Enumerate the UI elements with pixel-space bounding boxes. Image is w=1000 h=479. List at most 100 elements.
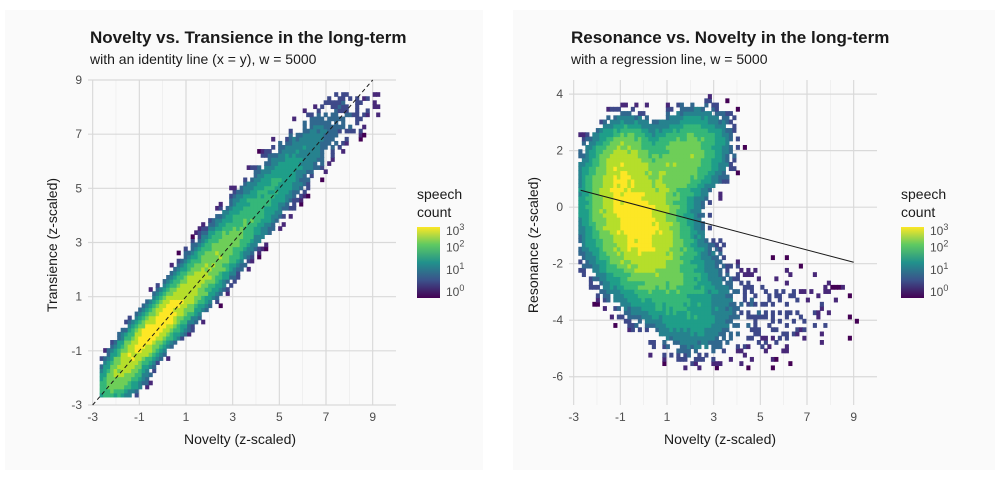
heat-tile bbox=[728, 132, 733, 138]
heat-tile bbox=[274, 165, 279, 170]
heat-tile bbox=[679, 314, 684, 320]
heat-tile bbox=[620, 242, 625, 248]
heat-tile bbox=[208, 287, 213, 292]
heat-tile bbox=[592, 259, 597, 265]
heat-tile bbox=[805, 297, 810, 303]
heat-tile bbox=[616, 229, 621, 235]
heat-tile bbox=[627, 263, 632, 269]
heat-tile bbox=[714, 280, 719, 286]
heat-tile bbox=[187, 327, 192, 333]
heat-tile bbox=[648, 352, 653, 358]
heat-tile bbox=[585, 242, 590, 248]
heat-tile bbox=[581, 246, 586, 252]
heat-tile bbox=[697, 183, 702, 188]
heat-tile bbox=[173, 331, 178, 337]
heat-tile bbox=[609, 166, 614, 172]
heat-tile bbox=[658, 187, 663, 193]
heat-tile bbox=[306, 112, 311, 118]
heat-tile bbox=[637, 301, 642, 307]
legend-title-line2: count bbox=[417, 204, 451, 220]
heat-tile bbox=[665, 200, 670, 205]
heat-tile bbox=[700, 356, 705, 362]
heat-tile bbox=[651, 166, 656, 172]
heat-tile bbox=[613, 238, 618, 244]
heat-tile bbox=[278, 157, 283, 162]
heat-tile bbox=[281, 173, 286, 179]
heat-tile bbox=[257, 165, 262, 170]
heat-tile bbox=[749, 284, 754, 290]
heat-tile bbox=[679, 217, 684, 222]
heat-tile bbox=[309, 149, 314, 154]
heat-tile bbox=[190, 299, 195, 305]
heat-tile bbox=[232, 218, 237, 223]
heat-tile bbox=[176, 299, 181, 305]
heat-tile bbox=[218, 230, 223, 235]
heat-tile bbox=[634, 310, 639, 316]
heat-tile bbox=[288, 165, 293, 170]
heat-tile bbox=[714, 255, 719, 261]
heat-tile bbox=[641, 276, 646, 282]
heat-tile bbox=[658, 250, 663, 256]
heat-tile bbox=[278, 201, 283, 207]
heat-tile bbox=[679, 229, 684, 235]
heat-tile bbox=[728, 145, 733, 150]
heat-tile bbox=[288, 145, 293, 150]
heat-tile bbox=[690, 123, 695, 129]
heat-tile bbox=[225, 226, 230, 231]
heat-tile bbox=[630, 119, 635, 125]
heat-tile bbox=[648, 161, 653, 167]
heat-tile bbox=[700, 335, 705, 341]
heat-tile bbox=[155, 344, 160, 349]
heat-tile bbox=[585, 263, 590, 269]
heat-tile bbox=[229, 266, 234, 272]
heat-tile bbox=[623, 297, 628, 303]
heat-tile bbox=[784, 267, 789, 273]
heat-tile bbox=[637, 136, 642, 142]
heat-tile bbox=[721, 157, 726, 163]
heat-tile bbox=[299, 185, 304, 191]
heat-tile bbox=[578, 187, 583, 193]
heat-tile bbox=[812, 323, 817, 328]
heat-tile bbox=[592, 208, 597, 214]
heat-tile bbox=[676, 263, 681, 269]
heat-tile bbox=[285, 153, 290, 158]
heat-tile bbox=[735, 289, 740, 294]
heat-tile bbox=[225, 266, 230, 272]
heat-tile bbox=[641, 289, 646, 294]
heat-tile bbox=[679, 259, 684, 265]
heat-tile bbox=[669, 259, 674, 265]
heat-tile bbox=[292, 145, 297, 150]
heat-tile bbox=[264, 193, 269, 199]
heat-tile bbox=[166, 295, 171, 300]
heat-tile bbox=[99, 392, 104, 398]
heat-tile bbox=[658, 323, 663, 328]
heat-tile bbox=[651, 340, 656, 345]
heat-tile bbox=[127, 315, 132, 321]
heat-tile bbox=[634, 145, 639, 150]
heat-tile bbox=[714, 306, 719, 311]
heat-tile bbox=[120, 335, 125, 341]
heat-tile bbox=[599, 128, 604, 133]
heat-tile bbox=[620, 280, 625, 286]
heat-tile bbox=[609, 145, 614, 150]
heat-tile bbox=[746, 267, 751, 273]
heat-tile bbox=[267, 185, 272, 191]
heat-tile bbox=[183, 279, 188, 284]
heat-tile bbox=[204, 295, 209, 300]
heat-tile bbox=[683, 263, 688, 269]
heat-tile bbox=[127, 392, 132, 398]
heat-tile bbox=[725, 98, 730, 104]
heat-tile bbox=[641, 310, 646, 316]
heat-tile bbox=[585, 183, 590, 188]
heat-tile bbox=[728, 301, 733, 307]
heat-tile bbox=[578, 259, 583, 265]
heat-tile bbox=[672, 234, 677, 239]
heat-tile bbox=[260, 246, 265, 252]
heat-tile bbox=[641, 255, 646, 261]
heat-tile bbox=[606, 229, 611, 235]
heat-tile bbox=[141, 376, 146, 382]
heat-tile bbox=[302, 193, 307, 199]
heat-tile bbox=[609, 149, 614, 155]
regression-line-path bbox=[580, 189, 854, 263]
heat-tile bbox=[162, 299, 167, 305]
